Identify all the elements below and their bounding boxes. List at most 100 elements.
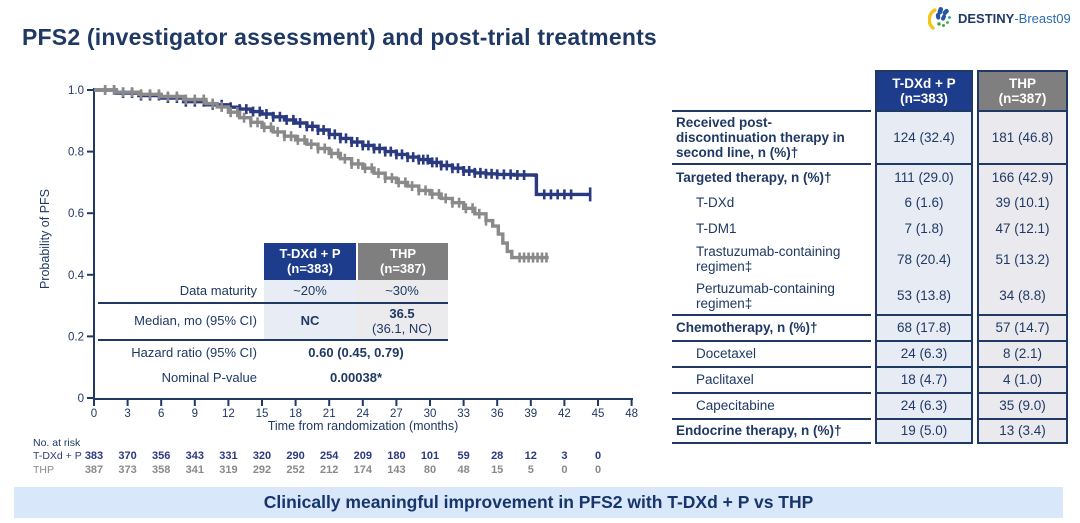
treatment-row-label: Endocrine therapy, n (%)† — [672, 417, 871, 444]
risk-count: 387 — [84, 464, 104, 476]
risk-count: 174 — [353, 464, 372, 476]
risk-row-label-tdxd-p: T-DXd + P — [33, 450, 82, 462]
x-tick-label: 30 — [424, 408, 437, 420]
conclusion-banner: Clinically meaningful improvement in PFS… — [14, 487, 1063, 518]
treatment-value-tdxd: 24 (6.3) — [875, 391, 973, 418]
treatment-value-tdxd: 7 (1.8) — [875, 215, 973, 242]
risk-count: 383 — [84, 450, 104, 462]
right-table-header-thp: THP (n=387) — [977, 70, 1068, 110]
treatment-row-label: Chemotherapy, n (%)† — [672, 313, 871, 340]
right-table-header-tdxd-name: T-DXd + P — [892, 75, 956, 91]
risk-row-label-thp: THP — [33, 464, 54, 476]
treatment-value-thp: 13 (3.4) — [977, 417, 1068, 444]
treatment-value-tdxd: 111 (29.0) — [875, 163, 973, 190]
treatment-value-thp: 181 (46.8) — [977, 110, 1068, 164]
treatment-value-tdxd: 78 (20.4) — [875, 241, 973, 278]
x-tick-label: 39 — [524, 408, 537, 420]
risk-count: 180 — [387, 450, 406, 462]
risk-count: 59 — [457, 450, 470, 462]
inset-header-tdxd-name: T-DXd + P — [279, 245, 341, 261]
inset-header-thp: THP (n=387) — [356, 243, 448, 280]
risk-count: 212 — [320, 464, 339, 476]
treatment-value-thp: 39 (10.1) — [977, 189, 1068, 216]
x-tick-label: 36 — [491, 408, 504, 420]
treatment-row-label: Paclitaxel — [672, 365, 871, 392]
y-tick-label: 0.4 — [68, 270, 85, 282]
inset-stats-table: T-DXd + P (n=383) THP (n=387) Data matur… — [98, 243, 448, 391]
y-tick-label: 0.8 — [68, 147, 84, 159]
risk-count: 290 — [286, 450, 305, 462]
treatment-value-thp: 51 (13.2) — [977, 241, 1068, 278]
right-table-header-tdxd: T-DXd + P (n=383) — [875, 70, 973, 110]
risk-count: 292 — [252, 464, 272, 476]
inset-median-tdxd: NC — [264, 304, 356, 341]
treatment-value-thp: 34 (8.8) — [977, 277, 1068, 314]
treatment-row-label: T-DXd — [696, 194, 735, 210]
inset-median-thp-ci: (36.1, NC) — [372, 320, 432, 336]
treatment-row-label: Trastuzumab-containing regimen‡ — [696, 244, 841, 275]
inset-median-thp: 36.5 (36.1, NC) — [356, 304, 448, 341]
inset-row-data-maturity-label: Data maturity — [98, 280, 264, 304]
km-curve-tdxd-p — [94, 88, 591, 197]
x-tick-label: 18 — [289, 408, 302, 420]
inset-median-thp-value: 36.5 — [389, 305, 415, 321]
risk-count: 320 — [252, 450, 272, 462]
treatment-value-thp: 57 (14.7) — [977, 313, 1068, 340]
risk-count: 143 — [387, 464, 406, 476]
risk-count: 331 — [219, 450, 238, 462]
inset-row-hazard-label: Hazard ratio (95% CI) — [131, 345, 257, 361]
logo-text: DESTINY-Breast09 — [958, 11, 1071, 26]
y-tick-label: 0.2 — [68, 331, 84, 343]
risk-count: 3 — [561, 450, 568, 462]
risk-count: 254 — [320, 450, 339, 462]
treatment-value-tdxd: 68 (17.8) — [875, 313, 973, 340]
inset-header-tdxd-n: (n=383) — [287, 260, 333, 276]
treatment-row-label: Targeted therapy, n (%)† — [672, 163, 871, 189]
inset-row-pvalue-label: Nominal P-value — [161, 370, 257, 386]
x-tick-label: 48 — [625, 408, 638, 420]
logo-text-destiny: DESTINY — [958, 10, 1015, 26]
risk-count: 5 — [527, 464, 534, 476]
destiny-fan-icon — [928, 7, 951, 30]
treatment-value-tdxd: 124 (32.4) — [875, 110, 973, 164]
treatment-row-label: Received post-discontinuation therapy in… — [672, 110, 871, 163]
risk-count: 15 — [491, 464, 504, 476]
page-title: PFS2 (investigator assessment) and post-… — [22, 24, 657, 50]
right-table-header-tdxd-n: (n=383) — [900, 91, 948, 106]
inset-hazard-value: 0.60 (0.45, 0.79) — [308, 345, 404, 361]
treatment-value-thp: 166 (42.9) — [977, 163, 1068, 190]
risk-count: 343 — [185, 450, 204, 462]
km-plot: 00.20.40.60.81.00 3 6 9 12 15 18 21 24 27 30 33 36 39… — [68, 85, 638, 420]
number-at-risk-heading: No. at risk — [33, 437, 81, 449]
treatment-row-label: Docetaxel — [672, 339, 871, 366]
risk-count: 370 — [118, 450, 137, 462]
risk-count: 80 — [423, 464, 437, 476]
treatment-row-label: Pertuzumab-containing regimen‡ — [696, 280, 835, 311]
risk-count: 0 — [594, 450, 602, 462]
risk-count: 356 — [152, 450, 171, 462]
y-tick-label: 0 — [78, 393, 84, 405]
risk-count: 209 — [353, 450, 372, 462]
x-tick-label: 45 — [592, 408, 605, 420]
x-tick-label: 15 — [256, 408, 269, 420]
treatment-value-tdxd: 19 (5.0) — [875, 417, 973, 444]
post-trial-treatments-table: T-DXd + P (n=383) THP (n=387) Received p… — [672, 70, 1068, 444]
x-axis-label: Time from randomization (months) — [267, 419, 459, 433]
risk-count: 373 — [118, 464, 137, 476]
risk-count: 252 — [286, 464, 305, 476]
x-tick-label: 24 — [356, 408, 369, 420]
treatment-value-thp: 47 (12.1) — [977, 215, 1068, 242]
inset-data-maturity-thp: ~30% — [356, 280, 448, 304]
inset-pvalue-value: 0.00038* — [329, 370, 383, 386]
treatment-value-thp: 8 (2.1) — [977, 339, 1068, 366]
risk-count: 341 — [185, 464, 204, 476]
risk-count: 101 — [420, 450, 440, 462]
x-tick-label: 3 — [124, 408, 130, 420]
inset-header-thp-name: THP — [390, 245, 416, 261]
x-tick-label: 33 — [457, 408, 470, 420]
risk-count: 0 — [561, 464, 568, 476]
x-tick-label: 27 — [390, 408, 403, 420]
logo-text-breast09: -Breast09 — [1014, 10, 1071, 26]
treatment-value-tdxd: 6 (1.6) — [875, 189, 973, 216]
x-tick-label: 12 — [222, 408, 235, 420]
